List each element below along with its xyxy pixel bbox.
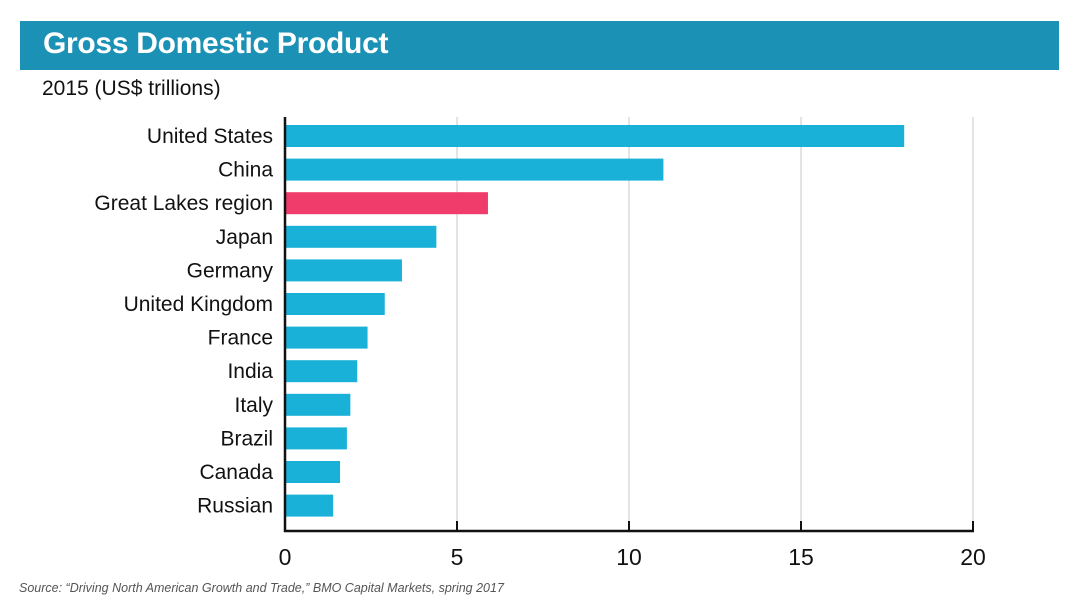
bar-russian [286, 494, 334, 517]
bar-france [286, 326, 368, 349]
category-labels: United States China Great Lakes region Japa… [94, 125, 273, 518]
source-note: Source: “Driving North American Growth a… [19, 581, 504, 595]
gridlines [456, 117, 974, 531]
axes [283, 117, 974, 533]
x-tick-label: 15 [788, 544, 814, 570]
category-label: Brazil [220, 427, 273, 450]
category-label: India [227, 360, 273, 383]
bar-india [286, 360, 358, 383]
bar-germany [286, 259, 402, 282]
tick-labels: 0 5 10 15 20 [279, 544, 986, 570]
x-tick-label: 20 [960, 544, 986, 570]
bars [286, 125, 905, 517]
chart-subtitle: 2015 (US$ trillions) [42, 77, 221, 100]
x-tick-label: 5 [451, 544, 464, 570]
x-tick-label: 0 [279, 544, 292, 570]
bar-united-kingdom [286, 293, 385, 315]
bar-china [286, 158, 664, 181]
category-label: Canada [199, 461, 273, 484]
category-label: Russian [197, 495, 273, 518]
x-tick-label: 10 [616, 544, 642, 570]
chart-title: Gross Domestic Product [43, 27, 389, 60]
bar-great-lakes-region [286, 192, 488, 215]
category-label: Germany [187, 259, 274, 282]
bar-japan [286, 225, 437, 248]
category-label: Great Lakes region [94, 192, 273, 215]
bar-brazil [286, 427, 347, 450]
bar-italy [286, 393, 351, 416]
category-label: Japan [216, 226, 273, 249]
bar-united-states [286, 125, 905, 147]
bar-canada [286, 461, 341, 483]
category-label: China [218, 159, 273, 182]
category-label: France [208, 327, 273, 350]
category-label: United States [147, 125, 273, 148]
category-label: Italy [234, 394, 273, 417]
title-banner: Gross Domestic Product [20, 21, 1059, 70]
category-label: United Kingdom [124, 293, 273, 316]
